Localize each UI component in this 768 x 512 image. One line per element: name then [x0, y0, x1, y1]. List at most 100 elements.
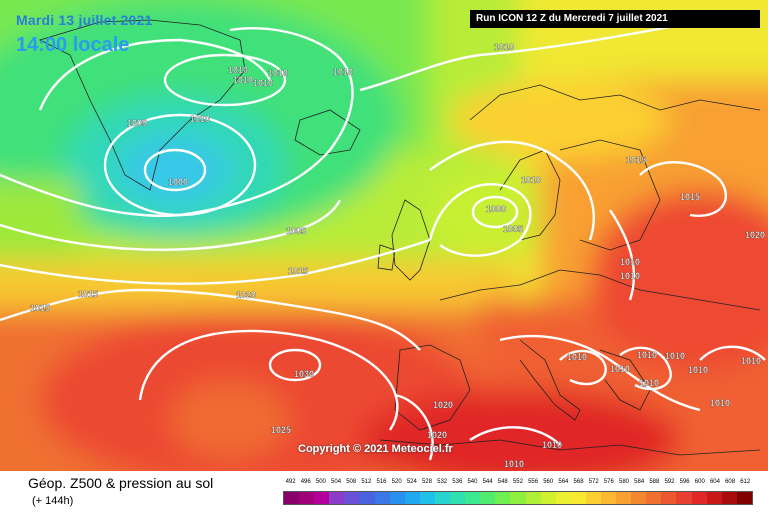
scale-swatch: [721, 492, 737, 504]
svg-text:1010: 1010: [253, 78, 273, 88]
scale-value: 584: [634, 479, 645, 485]
scale-swatch: [374, 492, 390, 504]
color-scale-labels: 492 496 500 504 508 512 516 520 524 528 532 536 540 5…: [283, 479, 753, 489]
scale-value: 612: [740, 479, 751, 485]
scale-swatch: [314, 492, 330, 504]
weather-map: 1010 1010 1010 1010 1010 1005 1010 1000 …: [0, 0, 768, 471]
svg-text:1010: 1010: [504, 459, 524, 469]
svg-text:1015: 1015: [30, 303, 50, 313]
scale-swatch: [480, 492, 496, 504]
svg-text:1005: 1005: [286, 226, 306, 236]
coastlines: [38, 19, 761, 456]
scale-swatch: [344, 492, 360, 504]
svg-text:1000: 1000: [168, 177, 188, 187]
svg-text:1010: 1010: [620, 271, 640, 281]
scale-value: 540: [467, 479, 478, 485]
scale-value: 552: [512, 479, 523, 485]
scale-value: 536: [452, 479, 463, 485]
scale-swatch: [329, 492, 345, 504]
copyright-notice: Copyright © 2021 Meteociel.fr: [298, 443, 453, 455]
scale-value: 568: [573, 479, 584, 485]
scale-swatch: [555, 492, 571, 504]
scale-value: 508: [346, 479, 357, 485]
scale-swatch: [600, 492, 617, 504]
scale-swatch: [495, 492, 511, 504]
scale-value: 544: [482, 479, 493, 485]
scale-swatch: [676, 492, 692, 504]
svg-text:1010: 1010: [710, 398, 730, 408]
isobar-labels: 1010 1010 1010 1010 1010 1005 1010 1000 …: [30, 42, 765, 469]
scale-value: 600: [694, 479, 705, 485]
svg-text:1015: 1015: [288, 266, 308, 276]
scale-swatch: [510, 492, 526, 504]
svg-text:1010: 1010: [688, 365, 708, 375]
svg-text:1010: 1010: [333, 67, 353, 77]
scale-swatch: [631, 492, 647, 504]
model-run-label: Run ICON 12 Z du Mercredi 7 juillet 2021: [470, 10, 760, 28]
scale-value: 492: [285, 479, 296, 485]
svg-text:1010: 1010: [190, 114, 210, 124]
svg-text:1020: 1020: [427, 430, 447, 440]
svg-text:1010: 1010: [233, 75, 253, 85]
isobars: [0, 23, 766, 461]
svg-text:1005: 1005: [127, 118, 147, 128]
scale-value: 500: [315, 479, 326, 485]
svg-text:1010: 1010: [268, 68, 288, 78]
svg-text:1015: 1015: [680, 192, 700, 202]
scale-value: 572: [588, 479, 599, 485]
scale-swatch: [419, 492, 435, 504]
scale-value: 556: [528, 479, 539, 485]
svg-text:1010: 1010: [542, 440, 562, 450]
svg-text:1010: 1010: [521, 175, 541, 185]
scale-value: 608: [725, 479, 736, 485]
svg-text:1010: 1010: [494, 42, 514, 52]
scale-swatch: [706, 492, 722, 504]
scale-value: 592: [664, 479, 675, 485]
scale-value: 496: [300, 479, 311, 485]
svg-text:1020: 1020: [236, 290, 256, 300]
scale-value: 560: [543, 479, 554, 485]
legend-footer: Géop. Z500 & pression au sol (+ 144h) 49…: [0, 471, 768, 512]
color-scale-bar: [283, 491, 753, 505]
scale-swatch: [465, 492, 481, 504]
forecast-time: 14:00 locale: [16, 34, 130, 56]
scale-value: 524: [406, 479, 417, 485]
scale-swatch: [646, 492, 662, 504]
scale-swatch: [585, 492, 601, 504]
scale-swatch: [616, 492, 632, 504]
svg-text:1000: 1000: [486, 204, 506, 214]
scale-value: 512: [361, 479, 372, 485]
legend-title: Géop. Z500 & pression au sol: [28, 475, 214, 491]
scale-value: 520: [391, 479, 402, 485]
scale-swatch: [570, 492, 586, 504]
scale-value: 588: [649, 479, 660, 485]
svg-text:1005: 1005: [503, 224, 523, 234]
scale-swatch: [450, 492, 466, 504]
scale-swatch: [434, 492, 451, 504]
svg-text:1010: 1010: [639, 378, 659, 388]
scale-value: 528: [421, 479, 432, 485]
forecast-lead-time: (+ 144h): [32, 495, 74, 507]
scale-value: 548: [497, 479, 508, 485]
svg-text:1010: 1010: [620, 257, 640, 267]
svg-text:1010: 1010: [637, 350, 657, 360]
svg-text:1010: 1010: [610, 364, 630, 374]
scale-swatch: [359, 492, 375, 504]
svg-text:1015: 1015: [78, 289, 98, 299]
scale-swatch: [404, 492, 420, 504]
scale-swatch: [661, 492, 677, 504]
svg-text:1030: 1030: [294, 369, 314, 379]
scale-value: 596: [679, 479, 690, 485]
scale-swatch: [691, 492, 707, 504]
scale-swatch: [736, 492, 752, 504]
svg-text:1020: 1020: [433, 400, 453, 410]
scale-swatch: [284, 492, 300, 504]
scale-value: 576: [603, 479, 614, 485]
svg-text:1010: 1010: [567, 352, 587, 362]
scale-value: 504: [331, 479, 342, 485]
svg-text:1025: 1025: [271, 425, 291, 435]
scale-swatch: [525, 492, 541, 504]
svg-text:1010: 1010: [665, 351, 685, 361]
svg-text:1015: 1015: [626, 155, 646, 165]
svg-text:1010: 1010: [741, 356, 761, 366]
